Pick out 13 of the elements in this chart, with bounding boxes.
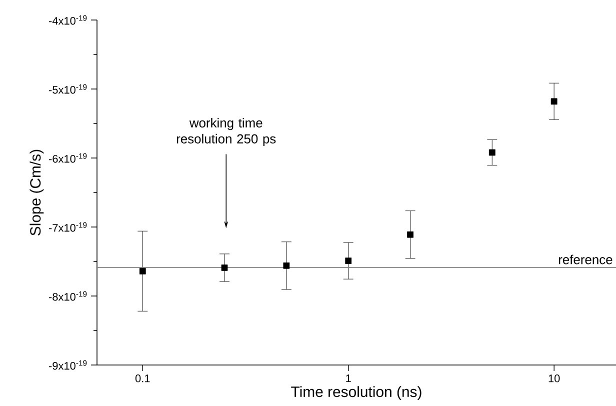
annotation: working time resolution 250 ps <box>176 118 276 146</box>
y-axis-title: Slope (Cm/s) <box>30 150 44 236</box>
y-tick-label: -6x10$^{-19}$ <box>48 153 87 163</box>
y-tick-label: -9x10$^{-19}$ <box>48 360 87 370</box>
y-tick-label: -8x10$^{-19}$ <box>48 291 87 301</box>
y-tick-label: -7x10$^{-19}$ <box>48 222 87 232</box>
y-tick-label: -4x10$^{-19}$ <box>48 15 87 25</box>
x-tick-label: 1 <box>346 374 351 382</box>
y-tick-label: -5x10$^{-19}$ <box>48 84 87 94</box>
x-tick-label: 10 <box>548 374 560 382</box>
ref-line-label: reference <box>558 254 612 264</box>
x-axis-title: Time resolution (ns) <box>291 386 422 400</box>
x-tick-label: 0.1 <box>135 374 150 382</box>
